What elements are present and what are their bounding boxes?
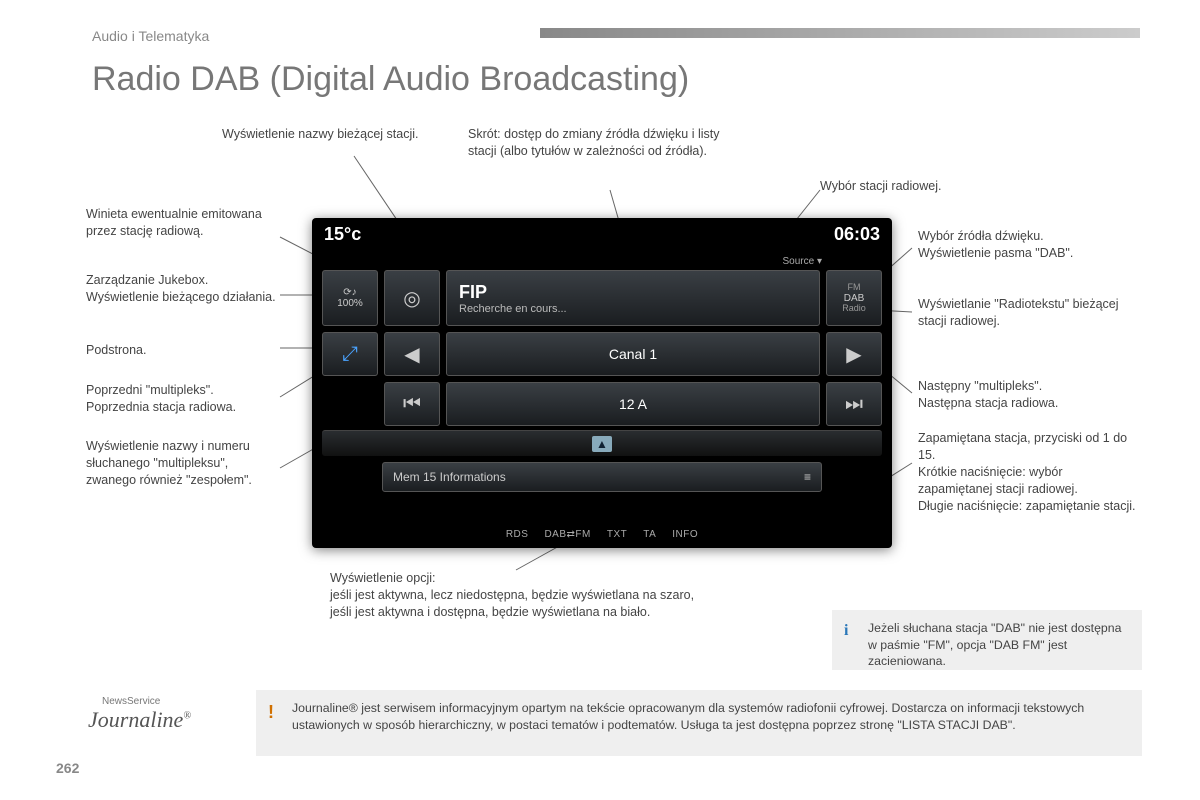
opt-ta[interactable]: TA — [643, 529, 656, 540]
journaline-top: NewsService — [102, 696, 191, 707]
preset-label: Mem 15 Informations — [393, 470, 506, 484]
source-radio-label: Radio — [842, 304, 866, 314]
callout-vignette: Winieta ewentualnie emitowana przez stac… — [86, 206, 281, 240]
triangle-left-icon: ◀ — [404, 342, 419, 367]
prev-station-button[interactable]: ⏮ — [384, 382, 440, 426]
station-display[interactable]: FIP Recherche en cours... — [446, 270, 820, 326]
callout-station-name: Wyświetlenie nazwy bieżącej stacji. — [222, 126, 419, 143]
next-canal-button[interactable]: ▶ — [826, 332, 882, 376]
loop-icon: ⟳♪ — [343, 287, 356, 298]
opt-info[interactable]: INFO — [672, 529, 698, 540]
skip-prev-icon: ⏮ — [403, 393, 421, 416]
expand-icon: ⤢ — [342, 343, 358, 366]
callout-subpage: Podstrona. — [86, 342, 146, 359]
opt-rds[interactable]: RDS — [506, 529, 529, 540]
callout-preset: Zapamiętana stacja, przyciski od 1 do 15… — [918, 430, 1138, 514]
opt-txt[interactable]: TXT — [607, 529, 627, 540]
header-bar — [540, 28, 1140, 38]
mux-label: 12 A — [619, 396, 647, 412]
triangle-right-icon: ▶ — [846, 342, 861, 367]
vignette-button[interactable]: ◎ — [384, 270, 440, 326]
source-button[interactable]: FM DAB Radio — [826, 270, 882, 326]
callout-prev-mux: Poprzedni "multipleks".Poprzednia stacja… — [86, 382, 236, 416]
signal-icon: ◎ — [403, 286, 420, 311]
list-icon: ≡ — [804, 470, 811, 484]
info-box: Jeżeli słuchana stacja "DAB" nie jest do… — [832, 610, 1142, 670]
temperature: 15°c — [324, 224, 361, 245]
skip-next-icon: ⏭ — [845, 393, 863, 416]
station-name: FIP — [459, 282, 807, 303]
clock: 06:03 — [834, 224, 880, 245]
opt-dabfm[interactable]: DAB⇄FM — [544, 529, 590, 540]
source-dab-label: DAB — [844, 293, 865, 304]
callout-mux-name: Wyświetlenie nazwy i numeru słuchanego "… — [86, 438, 281, 489]
jukebox-percent: 100% — [337, 298, 363, 309]
options-row: RDS DAB⇄FM TXT TA INFO — [312, 529, 892, 540]
expand-up-button[interactable]: ▲ — [322, 430, 882, 456]
callout-station-select: Wybór stacji radiowej. — [820, 178, 941, 195]
warning-box: Journaline® jest serwisem informacyjnym … — [256, 690, 1142, 756]
callout-jukebox: Zarządzanie Jukebox.Wyświetlenie bieżące… — [86, 272, 276, 306]
jukebox-button[interactable]: ⟳♪ 100% — [322, 270, 378, 326]
source-dropdown-label[interactable]: Source — [783, 256, 823, 267]
breadcrumb: Audio i Telematyka — [92, 28, 209, 44]
infotainment-screen: 15°c 06:03 Source ⟳♪ 100% ◎ FIP Recherch… — [312, 218, 892, 548]
registered-icon: ® — [183, 711, 191, 722]
journaline-text: Journaline — [88, 707, 183, 732]
preset-button[interactable]: Mem 15 Informations ≡ — [382, 462, 822, 492]
canal-display[interactable]: Canal 1 — [446, 332, 820, 376]
prev-canal-button[interactable]: ◀ — [384, 332, 440, 376]
page-number: 262 — [56, 760, 79, 776]
next-station-button[interactable]: ⏭ — [826, 382, 882, 426]
callout-radiotext: Wyświetlanie "Radiotekstu" bieżącej stac… — [918, 296, 1128, 330]
callout-shortcut: Skrót: dostęp do zmiany źródła dźwięku i… — [468, 126, 748, 160]
chevron-up-icon: ▲ — [592, 436, 612, 452]
subpage-button[interactable]: ⤢ — [322, 332, 378, 376]
mux-display[interactable]: 12 A — [446, 382, 820, 426]
journaline-logo: NewsService Journaline® — [88, 696, 191, 733]
callout-next-mux: Następny "multipleks".Następna stacja ra… — [918, 378, 1058, 412]
station-subtext: Recherche en cours... — [459, 303, 807, 315]
page-title: Radio DAB (Digital Audio Broadcasting) — [92, 60, 689, 99]
callout-source: Wybór źródła dźwięku.Wyświetlenie pasma … — [918, 228, 1073, 262]
source-fm-label: FM — [848, 283, 861, 293]
callout-options: Wyświetlenie opcji:jeśli jest aktywna, l… — [330, 570, 694, 621]
canal-label: Canal 1 — [609, 346, 657, 362]
